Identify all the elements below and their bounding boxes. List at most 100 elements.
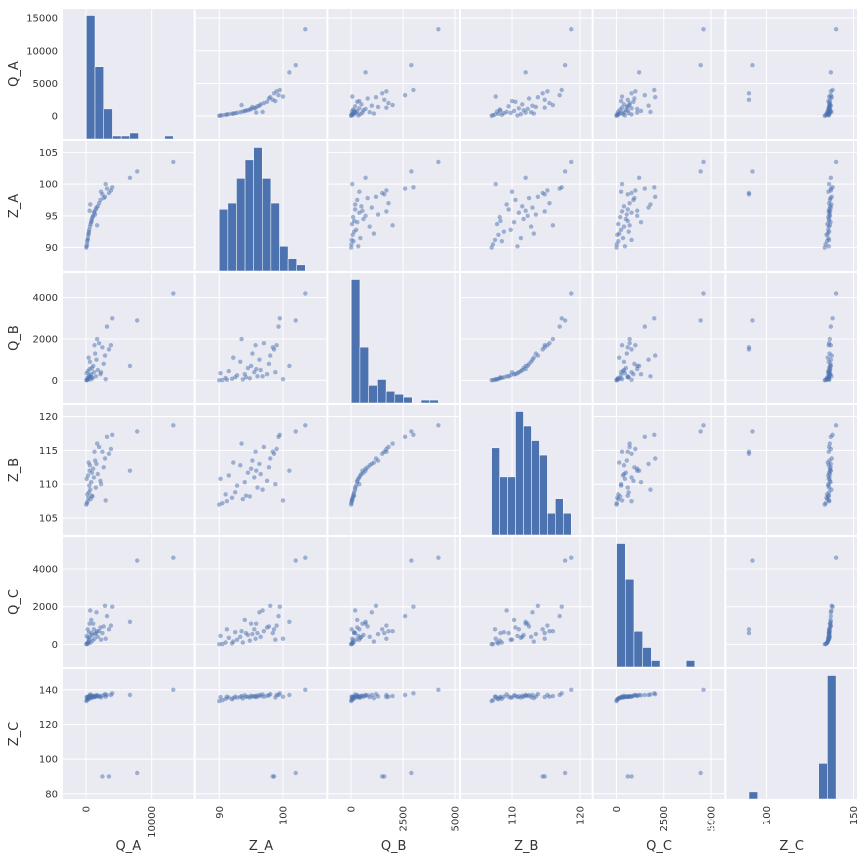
- point: [357, 189, 362, 194]
- point: [436, 423, 441, 428]
- point: [361, 216, 366, 222]
- point: [171, 159, 176, 165]
- point: [134, 318, 140, 323]
- point: [127, 619, 133, 624]
- point: [627, 444, 632, 450]
- y-tick-label: 115: [39, 446, 58, 457]
- point: [633, 188, 638, 193]
- point: [365, 465, 370, 470]
- point: [627, 223, 632, 228]
- point: [623, 365, 629, 371]
- point: [106, 627, 112, 632]
- point: [646, 357, 651, 362]
- hist-bar: [94, 66, 104, 140]
- point: [94, 693, 100, 699]
- point: [358, 473, 363, 478]
- point: [356, 113, 361, 118]
- hist-bar: [103, 108, 113, 140]
- point: [518, 695, 524, 700]
- point: [293, 62, 298, 68]
- x-axis-label: Z_C: [779, 839, 803, 854]
- point: [520, 204, 525, 209]
- point: [373, 94, 379, 100]
- point: [629, 106, 634, 111]
- hist-bar: [262, 178, 272, 272]
- point: [103, 181, 108, 187]
- hist-bar: [555, 498, 564, 536]
- point: [134, 169, 140, 174]
- point: [102, 353, 108, 358]
- point: [493, 694, 498, 699]
- point: [619, 376, 625, 382]
- hist-bar: [253, 147, 263, 272]
- point: [509, 189, 515, 194]
- point: [523, 621, 528, 626]
- hist-bar: [394, 393, 404, 404]
- point: [530, 103, 535, 108]
- point: [365, 693, 370, 698]
- point: [98, 478, 103, 484]
- point: [562, 169, 568, 174]
- point: [498, 694, 503, 700]
- point: [826, 493, 832, 498]
- point: [87, 208, 92, 213]
- point: [409, 429, 414, 434]
- point: [828, 613, 834, 619]
- hist-bar: [563, 512, 572, 536]
- x-tick-label: 2500: [659, 806, 670, 831]
- point: [518, 111, 524, 117]
- point: [509, 695, 515, 700]
- point: [104, 324, 110, 329]
- point: [629, 377, 634, 383]
- point: [92, 449, 97, 454]
- point: [375, 694, 381, 699]
- point: [746, 627, 752, 632]
- point: [542, 774, 547, 779]
- point: [363, 70, 368, 75]
- point: [104, 186, 110, 191]
- point: [542, 97, 547, 103]
- point: [252, 627, 257, 632]
- point: [390, 693, 395, 699]
- y-tick-label: 105: [39, 148, 58, 159]
- point: [245, 470, 251, 475]
- point: [94, 223, 100, 228]
- point: [497, 214, 502, 220]
- point: [127, 175, 133, 180]
- point: [96, 340, 102, 346]
- point: [106, 774, 112, 779]
- point: [89, 617, 94, 623]
- point: [357, 627, 362, 632]
- point: [260, 109, 265, 115]
- point: [547, 629, 552, 634]
- x-tick-label: 2500: [399, 806, 410, 831]
- point: [363, 175, 368, 180]
- point: [629, 498, 634, 504]
- point: [504, 202, 509, 207]
- point: [254, 693, 259, 698]
- point: [506, 630, 511, 636]
- point: [382, 774, 387, 779]
- point: [635, 468, 640, 473]
- y-tick-label: 95: [45, 211, 58, 222]
- point: [110, 316, 115, 321]
- point: [242, 479, 247, 485]
- x-tick-label: 100: [762, 806, 773, 825]
- point: [352, 207, 358, 212]
- point: [103, 498, 108, 503]
- point: [826, 181, 832, 187]
- point: [826, 98, 831, 104]
- point: [830, 316, 835, 321]
- hist-bar: [120, 135, 131, 140]
- point: [351, 493, 357, 498]
- point: [632, 195, 637, 201]
- x-tick-label: 0: [347, 806, 358, 812]
- point: [562, 770, 568, 776]
- point: [356, 244, 361, 249]
- point: [260, 608, 265, 613]
- point: [101, 195, 106, 201]
- point: [504, 109, 509, 115]
- point: [489, 642, 494, 647]
- point: [367, 110, 372, 115]
- point: [501, 229, 507, 234]
